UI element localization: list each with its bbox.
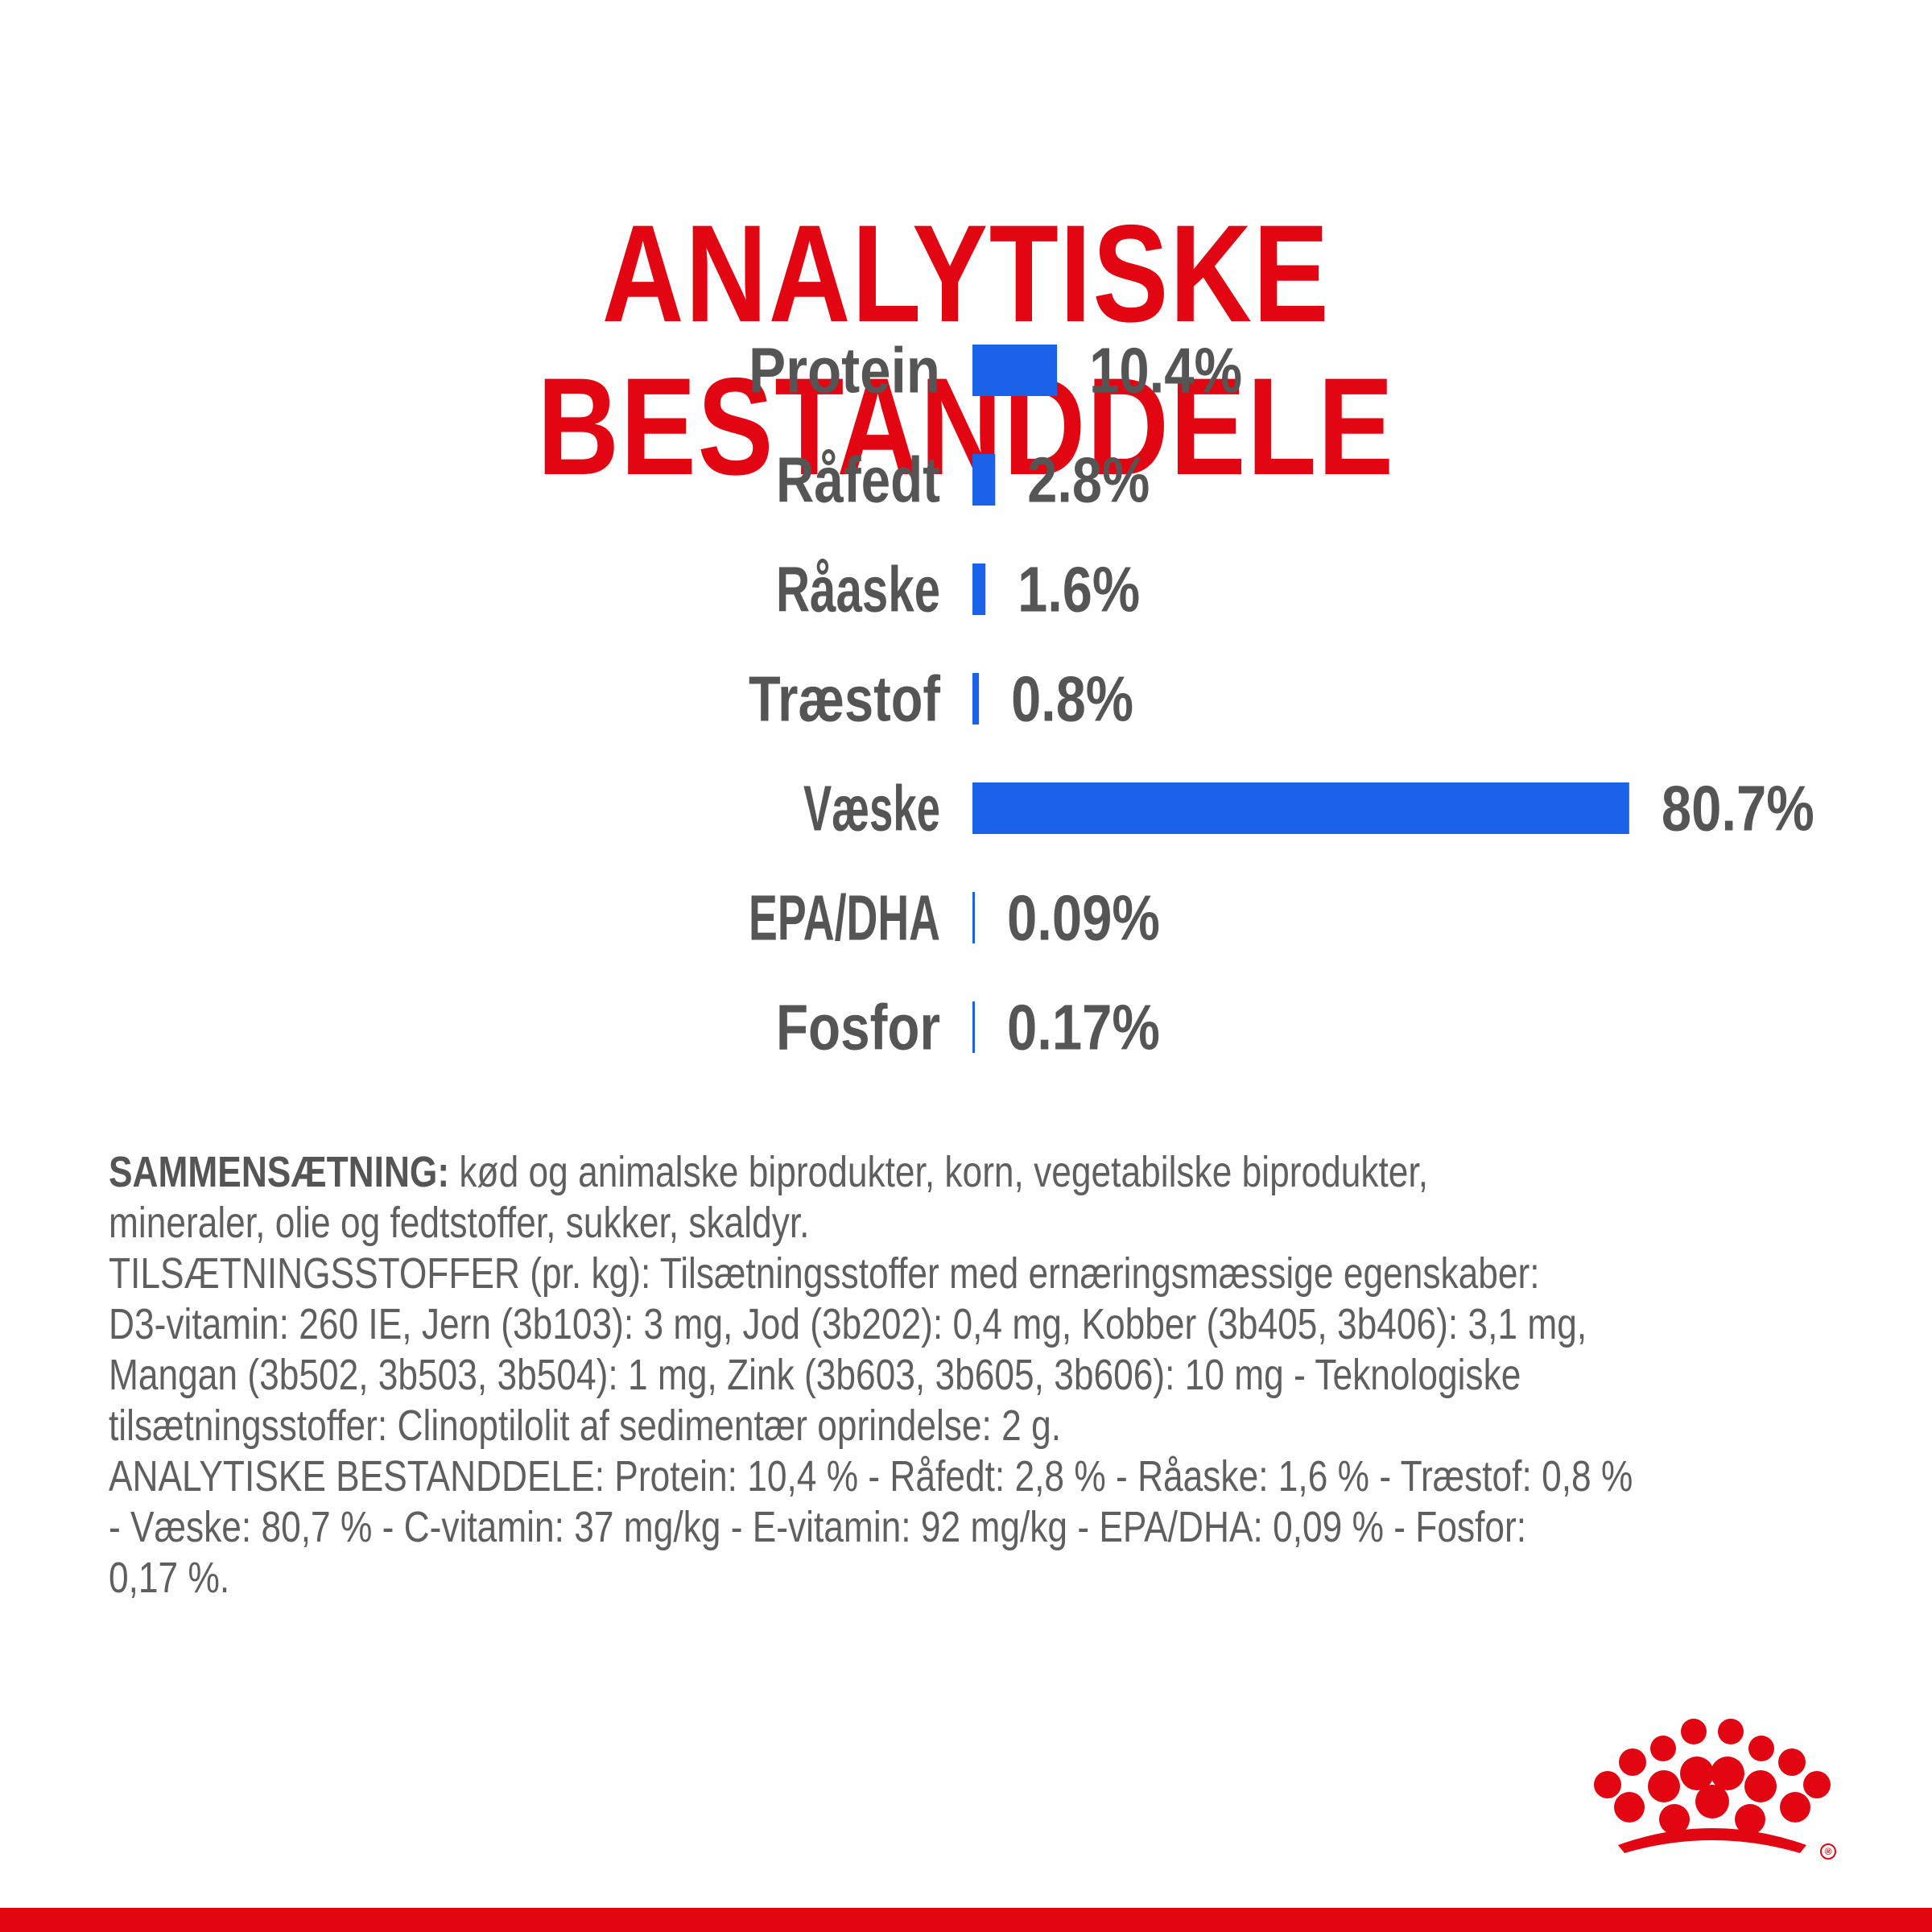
bar [972, 673, 980, 724]
registered-mark: ® [1825, 1846, 1832, 1857]
composition-line-text: kød og animalske biprodukter, korn, vege… [449, 1148, 1429, 1196]
composition-line-2: mineraler, olie og fedtstoffer, sukker, … [109, 1199, 810, 1247]
composition-text: SAMMENSÆTNING: kød og animalske biproduk… [109, 1147, 1693, 1604]
data-label: 80.7% [1662, 773, 1814, 844]
data-label: 2.8% [1027, 444, 1150, 516]
composition-line-5: Mangan (3b502, 3b503, 3b504): 1 mg, Zink… [109, 1351, 1521, 1399]
category-label: Træstof [749, 663, 940, 735]
bar [972, 454, 996, 506]
category-label: Fosfor [776, 992, 940, 1063]
data-label: 0.09% [1007, 882, 1160, 954]
bottom-brand-bar [0, 1908, 1932, 1932]
composition-line-4: D3-vitamin: 260 IE, Jern (3b103): 3 mg, … [109, 1300, 1587, 1348]
composition-line-3: TILSÆTNINGSSTOFFER (pr. kg): Tilsætnings… [109, 1249, 1540, 1298]
data-label: 0.8% [1011, 663, 1133, 735]
category-label: Råfedt [776, 444, 940, 516]
data-label: 10.4% [1089, 335, 1242, 407]
composition-line-1: SAMMENSÆTNING: kød og animalske biproduk… [109, 1147, 1693, 1198]
composition-line-7: ANALYTISKE BESTANDDELE: Protein: 10,4 % … [109, 1452, 1633, 1501]
category-label: Råaske [776, 554, 940, 625]
category-label: Væske [803, 773, 940, 844]
page-title: ANALYTISKE BESTANDDELE [537, 196, 1395, 505]
category-label: EPA/DHA [749, 882, 940, 954]
bar [972, 1001, 975, 1053]
composition-lead-label: SAMMENSÆTNING: [109, 1148, 450, 1196]
bar [972, 345, 1058, 396]
chart-marks: Protein 10.4% Råfedt 2.8% Råaske 1.6% Træstof 0… [749, 335, 1814, 1063]
bar [972, 564, 986, 615]
royal-canin-crown-icon: ® [1594, 1719, 1836, 1860]
data-label: 1.6% [1018, 554, 1140, 625]
data-label: 0.17% [1007, 992, 1160, 1063]
category-label: Protein [749, 335, 940, 407]
composition-line-6: tilsætningsstoffer: Clinoptilolit af sed… [109, 1402, 1062, 1450]
composition-line-8: - Væske: 80,7 % - C-vitamin: 37 mg/kg - … [109, 1503, 1527, 1551]
bar [972, 782, 1629, 834]
composition-line-9: 0,17 %. [109, 1554, 230, 1602]
bar [972, 892, 975, 943]
